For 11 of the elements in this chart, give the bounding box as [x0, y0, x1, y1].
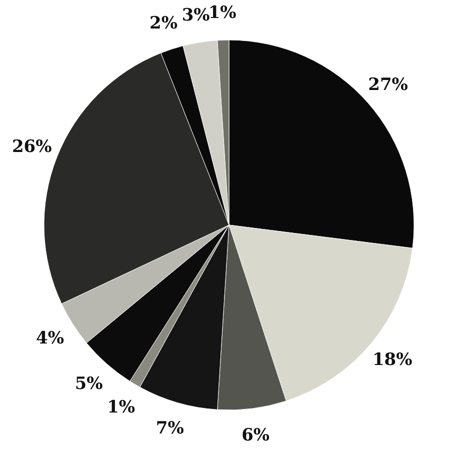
- data-label: 4%: [36, 328, 64, 349]
- data-label: 27%: [368, 74, 408, 95]
- data-label: 1%: [107, 397, 136, 418]
- data-label: 7%: [156, 418, 184, 439]
- data-label: 5%: [74, 374, 103, 394]
- data-label: 1%: [208, 3, 236, 24]
- data-label: 3%: [182, 6, 210, 26]
- data-label: 18%: [372, 350, 412, 370]
- data-label: 6%: [242, 425, 270, 446]
- data-label: 2%: [149, 13, 178, 34]
- data-label: 26%: [12, 136, 52, 157]
